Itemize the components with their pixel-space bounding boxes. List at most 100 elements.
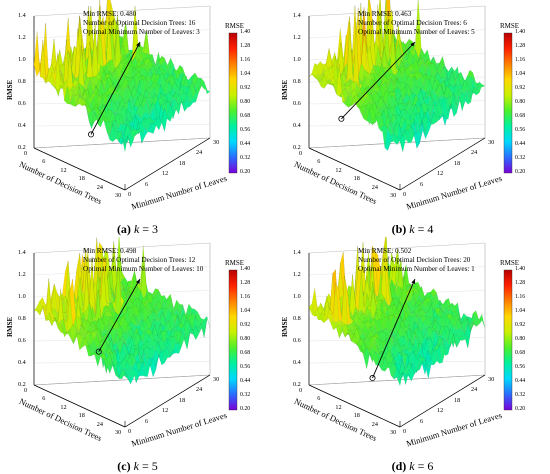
x-tick-label: 12 xyxy=(335,166,342,174)
z-tick-label: 1.4 xyxy=(18,249,26,256)
colorbar-tick-label: 0.20 xyxy=(515,406,526,412)
arrow-head xyxy=(411,279,415,284)
surface-plot xyxy=(33,237,238,428)
x-tick-label: 12 xyxy=(60,403,67,411)
colorbar xyxy=(228,32,238,174)
surface-panel: Min RMSE: 0.502 Number of Optimal Decisio… xyxy=(275,237,550,474)
z-tick-label: 1.4 xyxy=(293,249,301,256)
annotation-arrow xyxy=(341,41,416,120)
y-axis xyxy=(399,137,486,191)
y-tick-label: 12 xyxy=(162,170,169,178)
colorbar-tick-label: 0.68 xyxy=(240,113,251,119)
z-tick-label: 0.2 xyxy=(18,144,26,151)
colorbar xyxy=(503,269,513,411)
y-tick-label: 6 xyxy=(145,180,149,188)
z-tick-label: 0.4 xyxy=(18,359,26,366)
caption-label: (d) xyxy=(391,459,407,473)
annotation-arrow xyxy=(90,41,141,135)
colorbar-tick-label: 0.92 xyxy=(240,85,251,91)
caption-variable: k xyxy=(133,222,140,236)
colorbar-tick-label: 1.16 xyxy=(240,294,251,300)
colorbar-tick-label: 0.44 xyxy=(240,378,251,384)
x-tick-label: 0 xyxy=(299,150,303,157)
colorbar-tick-label: 1.04 xyxy=(515,71,526,77)
colorbar-tick-label: 1.16 xyxy=(515,294,526,300)
caption-variable: k xyxy=(409,459,415,473)
y-tick-label: 0 xyxy=(128,428,132,435)
colorbar-title: RMSE xyxy=(225,259,245,267)
colorbar-tick-label: 0.68 xyxy=(515,113,526,119)
caption-value: = 5 xyxy=(141,459,158,473)
annotation-line: Optimal Minimum Number of Leaves: 5 xyxy=(358,28,475,36)
x-tick-label: 30 xyxy=(115,192,122,199)
colorbar-tick-label: 0.32 xyxy=(240,155,251,161)
colorbar-tick-label: 0.80 xyxy=(240,99,251,105)
caption-label: (c) xyxy=(117,459,131,473)
annotation-arrow xyxy=(372,278,416,379)
z-tick-label: 0.2 xyxy=(18,381,26,388)
y-axis xyxy=(124,374,211,428)
y-tick-label: 30 xyxy=(213,139,220,146)
x-tick-label: 6 xyxy=(42,158,46,166)
x-tick-label: 18 xyxy=(353,175,360,183)
y-axis xyxy=(399,374,486,428)
colorbar-tick-label: 1.40 xyxy=(515,29,526,35)
arrow-head xyxy=(410,42,415,47)
y-tick-label: 0 xyxy=(403,191,407,198)
annotation-line: Min RMSE: 0.502 xyxy=(358,247,412,255)
colorbar-tick-label: 0.80 xyxy=(240,336,251,342)
x-tick-label: 30 xyxy=(390,192,397,199)
x-tick-label: 24 xyxy=(96,420,103,428)
z-axis-label: RMSE xyxy=(6,316,14,337)
panel-caption: (c) k = 5 xyxy=(0,459,275,474)
panel-caption: (d) k = 6 xyxy=(275,459,550,474)
y-tick-label: 30 xyxy=(488,139,495,146)
colorbar-tick-label: 1.40 xyxy=(515,266,526,272)
z-tick-label: 1.2 xyxy=(293,34,301,41)
x-tick-label: 24 xyxy=(96,183,103,191)
y-tick-label: 18 xyxy=(179,396,186,404)
colorbar-tick-label: 0.80 xyxy=(515,99,526,105)
colorbar-tick-label: 0.68 xyxy=(240,350,251,356)
x-axis xyxy=(33,147,126,191)
caption-value: = 4 xyxy=(417,222,434,236)
z-tick-label: 0.8 xyxy=(293,78,301,85)
surface-panel: Min RMSE: 0.480 Number of Optimal Decisio… xyxy=(0,0,275,236)
z-tick-label: 1.2 xyxy=(18,271,26,278)
z-tick-label: 0.6 xyxy=(18,337,26,344)
y-tick-label: 0 xyxy=(128,191,132,198)
surface-mesh xyxy=(308,237,486,387)
x-tick-label: 0 xyxy=(24,387,28,394)
y-tick-label: 30 xyxy=(488,376,495,383)
annotation-arrow xyxy=(98,278,141,352)
y-tick-label: 12 xyxy=(437,170,444,178)
colorbar-tick-label: 1.28 xyxy=(515,280,526,286)
colorbar-tick-label: 0.32 xyxy=(240,392,251,398)
x-axis xyxy=(308,147,401,191)
x-tick-label: 6 xyxy=(317,158,321,166)
annotation-line: Optimal Minimum Number of Leaves: 10 xyxy=(83,265,204,273)
colorbar-tick-label: 1.04 xyxy=(515,308,526,314)
x-tick-label: 24 xyxy=(371,183,378,191)
y-tick-label: 18 xyxy=(179,159,186,167)
y-tick-label: 12 xyxy=(162,407,169,415)
colorbar-tick-label: 0.32 xyxy=(515,155,526,161)
x-tick-label: 30 xyxy=(115,429,122,436)
colorbar-tick-label: 0.20 xyxy=(515,169,526,175)
z-tick-label: 0.4 xyxy=(293,122,301,129)
surface-mesh xyxy=(33,0,211,152)
colorbar-tick-label: 0.20 xyxy=(240,169,251,175)
z-tick-label: 1.0 xyxy=(293,293,301,300)
colorbar xyxy=(228,269,238,411)
z-tick-label: 1.2 xyxy=(18,34,26,41)
x-tick-label: 18 xyxy=(78,412,85,420)
x-axis xyxy=(33,384,126,428)
y-tick-label: 24 xyxy=(471,386,478,394)
colorbar-tick-label: 0.80 xyxy=(515,336,526,342)
annotation-line: Number of Optimal Decision Trees: 6 xyxy=(358,19,467,27)
colorbar-tick-label: 0.32 xyxy=(515,392,526,398)
annotation-line: Number of Optimal Decision Trees: 16 xyxy=(83,19,196,27)
x-tick-label: 0 xyxy=(24,150,28,157)
colorbar-tick-label: 0.56 xyxy=(240,364,251,370)
y-tick-label: 24 xyxy=(196,386,203,394)
